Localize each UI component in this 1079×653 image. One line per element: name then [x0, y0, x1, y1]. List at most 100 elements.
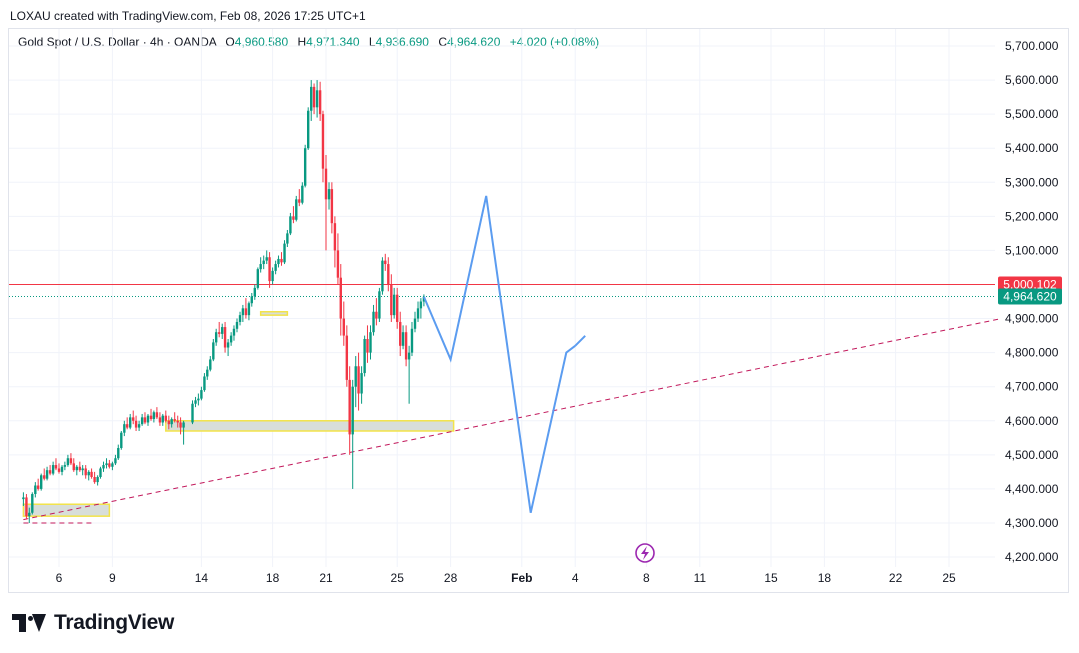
candle [28, 507, 31, 523]
candle-body [396, 294, 399, 322]
candle-body [268, 257, 271, 282]
price-tag-label: 4,964.620 [1003, 290, 1057, 304]
candle-body [369, 332, 372, 353]
x-tick-label: 9 [109, 571, 116, 585]
candle [31, 492, 34, 515]
candle [292, 206, 295, 224]
candle-body [301, 185, 304, 203]
candle-body [378, 291, 381, 319]
price-chart[interactable]: 5,700.000 5,600.000 5,500.000 5,400.000 5,30… [0, 0, 1079, 600]
candle-body [60, 466, 64, 472]
candle [419, 298, 423, 319]
candle [63, 461, 67, 471]
y-tick-label: 4,200.000 [1005, 550, 1059, 564]
candle-body [410, 328, 414, 353]
candle [72, 458, 75, 472]
candle [232, 325, 236, 341]
zone-layer [22, 310, 455, 517]
y-tick-label: 4,300.000 [1005, 516, 1059, 530]
candle-body [244, 308, 248, 316]
candle [114, 454, 117, 466]
candle-body [218, 332, 221, 334]
candle-body [303, 148, 307, 186]
candle-body [63, 465, 67, 467]
candle-body [274, 264, 277, 271]
brand-name: TradingView [54, 611, 175, 634]
x-tick-label: 25 [391, 571, 405, 585]
candle [369, 325, 372, 360]
candle-body [36, 485, 40, 489]
candle [164, 410, 167, 423]
candle-body [40, 475, 43, 489]
candle-body [167, 420, 171, 425]
candle [158, 412, 162, 426]
price-tag: 5,000.102 [998, 276, 1062, 293]
candle-body [256, 269, 260, 288]
candle-body [407, 352, 411, 360]
candle-body [339, 277, 342, 319]
candle [149, 408, 153, 421]
candle [372, 304, 375, 336]
line-layer [9, 283, 1000, 524]
support-zone [22, 503, 111, 517]
y-tick-label: 4,400.000 [1005, 482, 1059, 496]
candle [298, 189, 301, 207]
candle [307, 107, 310, 150]
candle [339, 264, 342, 336]
candle [36, 478, 40, 491]
candle-body [250, 296, 253, 304]
chart-frame [8, 28, 1069, 593]
candle [399, 311, 402, 357]
candle [155, 407, 159, 420]
candle-body [143, 417, 147, 423]
candle [40, 473, 43, 491]
candle-body [125, 424, 129, 428]
projection-path [422, 195, 576, 513]
candle [87, 470, 90, 481]
y-tick-label: 4,500.000 [1005, 448, 1059, 462]
support-zone [165, 420, 455, 432]
candle-body [179, 422, 182, 428]
candle-body [111, 463, 114, 467]
candle [143, 412, 147, 425]
candle [401, 325, 405, 350]
candle [303, 144, 307, 188]
y-tick-label: 5,600.000 [1005, 73, 1059, 87]
candle-body [45, 470, 49, 479]
candle-body [120, 432, 123, 449]
tradingview-logo[interactable]: TradingView [12, 611, 174, 635]
x-tick-label: 18 [818, 571, 832, 585]
candle-body [93, 476, 96, 483]
candle [262, 255, 265, 270]
lightning-icon[interactable] [635, 543, 655, 563]
open-label: O [225, 35, 235, 49]
candle-body [348, 379, 351, 435]
candle [34, 482, 37, 498]
candle [129, 413, 132, 430]
candle-body [229, 335, 233, 343]
candle [105, 458, 108, 469]
candle [167, 415, 171, 430]
candle [348, 366, 351, 455]
candle-body [114, 458, 117, 464]
candle-body [392, 294, 396, 316]
candle-body [324, 168, 328, 200]
x-tick-label: 28 [444, 571, 458, 585]
candle [209, 356, 212, 372]
candle-body [321, 114, 325, 169]
candle-body [354, 366, 357, 387]
y-tick-label: 5,500.000 [1005, 107, 1059, 121]
candle-body [247, 303, 251, 316]
candle-body [295, 199, 298, 220]
candle-body [413, 318, 417, 329]
candle-body [232, 328, 236, 336]
candle-body [283, 243, 286, 263]
candle [416, 301, 420, 322]
candle [206, 366, 209, 380]
candle [351, 379, 354, 489]
candle [327, 182, 331, 210]
candle [81, 465, 84, 476]
candle-body [214, 332, 218, 343]
candle-body [137, 424, 141, 428]
